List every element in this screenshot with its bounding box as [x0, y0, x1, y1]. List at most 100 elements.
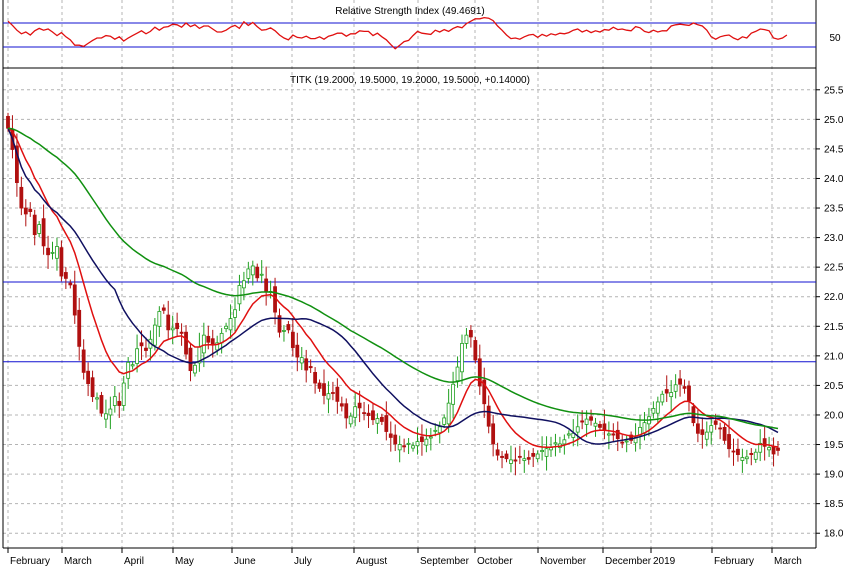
candle-body — [744, 456, 749, 460]
date-tick-label: February — [714, 556, 754, 567]
date-tick-label: June — [234, 556, 256, 567]
candle-body — [611, 433, 616, 436]
candle-body — [402, 445, 407, 448]
price-tick-label: 25.5 — [824, 85, 844, 96]
candle-body — [166, 314, 171, 331]
candle-body — [575, 426, 580, 433]
candle-body — [620, 441, 625, 444]
candle-body — [753, 451, 758, 460]
candle-body — [669, 392, 674, 398]
candle-body — [691, 406, 696, 424]
candle-body — [295, 344, 300, 358]
candle-body — [259, 273, 264, 276]
price-tick-label: 19.0 — [824, 470, 844, 481]
candle-body — [451, 383, 455, 405]
candle-body — [135, 348, 139, 364]
price-tick-label: 22.0 — [824, 292, 844, 303]
date-tick-label: 2019 — [653, 556, 676, 567]
rsi-tick-label: 50 — [829, 33, 841, 44]
candle-body — [224, 325, 228, 330]
candle-body — [553, 442, 558, 445]
candle-body — [584, 418, 589, 425]
candle-body — [397, 444, 402, 451]
moving-average-long — [7, 127, 779, 430]
date-tick-label: April — [124, 556, 144, 567]
rsi-title: Relative Strength Index (49.4691) — [335, 6, 485, 17]
candle-body — [299, 357, 304, 364]
candle-body — [157, 311, 162, 327]
rsi-panel — [3, 16, 816, 50]
date-tick-label: October — [477, 556, 513, 567]
price-tick-label: 18.5 — [824, 499, 844, 510]
candle-body — [718, 427, 723, 430]
candle-body — [740, 457, 745, 461]
candle-body — [540, 450, 545, 453]
candle-body — [339, 403, 344, 407]
candle-body — [544, 448, 549, 457]
candle-body — [90, 377, 95, 398]
price-tick-label: 21.0 — [824, 351, 844, 362]
candle-body — [250, 265, 255, 276]
candle-body — [420, 436, 424, 442]
candle-body — [709, 425, 714, 433]
candle-body — [95, 397, 99, 400]
candle-body — [687, 385, 691, 402]
candle-body — [46, 247, 50, 256]
candle-body — [598, 424, 602, 428]
candle-body — [477, 358, 482, 387]
price-panel — [3, 112, 816, 476]
candle-body — [179, 331, 184, 334]
candle-body — [437, 426, 442, 434]
candle-body — [700, 429, 705, 435]
candle-body — [411, 445, 415, 449]
candle-body — [286, 324, 291, 331]
candle-body — [366, 412, 371, 416]
candle-body — [566, 433, 571, 436]
candle-body — [446, 402, 451, 425]
candle-body — [660, 393, 665, 403]
candle-body — [130, 364, 135, 367]
candle-body — [112, 396, 117, 406]
price-tick-label: 24.0 — [824, 174, 844, 185]
candle-body — [72, 284, 77, 316]
candle-body — [348, 415, 353, 425]
candle-body — [379, 416, 384, 422]
candle-body — [491, 423, 496, 445]
candle-body — [41, 218, 46, 247]
candle-body — [758, 442, 763, 453]
date-tick-label: February — [10, 556, 50, 567]
candle-body — [767, 447, 771, 451]
candle-body — [99, 395, 104, 414]
date-tick-label: September — [420, 556, 470, 567]
date-tick-label: December — [605, 556, 652, 567]
moving-average-medium — [7, 127, 779, 445]
candle-body — [526, 457, 531, 460]
price-tick-label: 21.5 — [824, 322, 844, 333]
candle-body — [509, 459, 513, 464]
candle-body — [282, 330, 286, 332]
candle-body — [722, 426, 727, 441]
candle-body — [37, 224, 42, 234]
date-tick-label: July — [294, 556, 312, 567]
candle-body — [121, 382, 126, 406]
candle-body — [313, 371, 318, 384]
candle-body — [762, 438, 767, 447]
candle-body — [673, 384, 678, 392]
candle-body — [59, 247, 64, 277]
candle-body — [428, 436, 433, 439]
candle-body — [290, 331, 295, 348]
candle-body — [335, 386, 340, 402]
candle-body — [23, 207, 28, 215]
candle-body — [139, 342, 144, 347]
price-tick-label: 22.5 — [824, 263, 844, 274]
candle-body — [460, 343, 464, 373]
candle-body — [104, 413, 108, 420]
candle-body — [326, 393, 331, 400]
candle-body — [117, 400, 122, 406]
price-axis: 25.5 25.0 24.5 24.0 23.5 23.0 22.5 22.0 21.5 21.0… — [816, 85, 844, 540]
candle-body — [589, 416, 593, 421]
candle-body — [615, 429, 620, 440]
candle-body — [77, 309, 82, 347]
candle-body — [393, 434, 398, 445]
